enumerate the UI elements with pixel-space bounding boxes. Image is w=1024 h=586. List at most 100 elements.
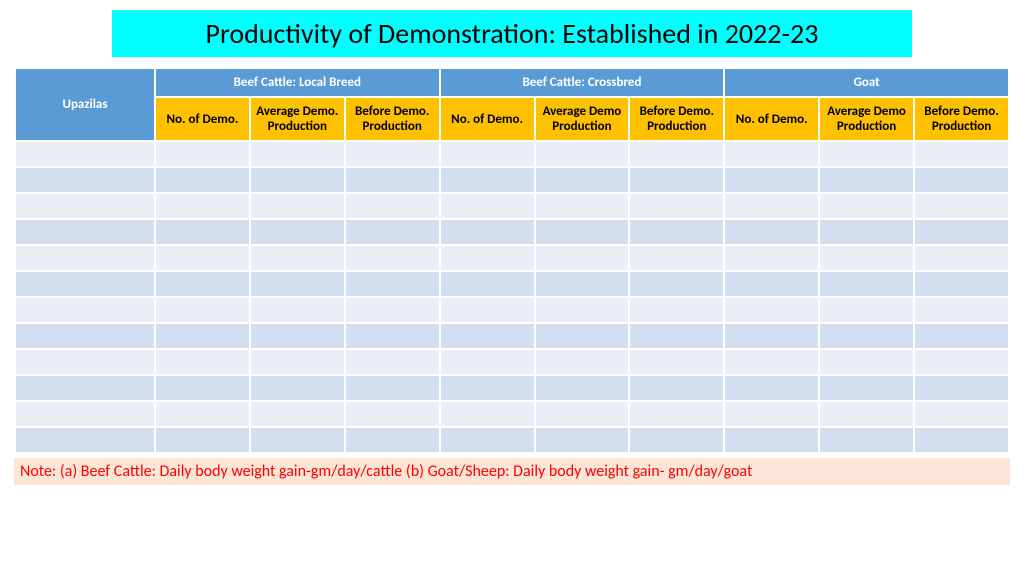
table-cell bbox=[724, 427, 819, 453]
table-cell bbox=[535, 375, 630, 401]
table-row bbox=[15, 401, 1009, 427]
table-cell bbox=[155, 375, 250, 401]
table-cell bbox=[914, 193, 1009, 219]
table-cell bbox=[914, 297, 1009, 323]
table-cell bbox=[535, 141, 630, 167]
table-cell bbox=[535, 219, 630, 245]
sub-avg-1: Average Demo. Production bbox=[250, 97, 345, 141]
table-cell bbox=[819, 271, 914, 297]
table-cell bbox=[345, 349, 440, 375]
table-cell bbox=[345, 401, 440, 427]
table-cell bbox=[440, 167, 535, 193]
table-row bbox=[15, 375, 1009, 401]
table-cell bbox=[724, 271, 819, 297]
table-cell bbox=[155, 297, 250, 323]
header-row-1: Upazilas Beef Cattle: Local Breed Beef C… bbox=[15, 68, 1009, 97]
table-row bbox=[15, 141, 1009, 167]
table-cell bbox=[535, 193, 630, 219]
table-cell bbox=[535, 427, 630, 453]
table-cell bbox=[345, 427, 440, 453]
sub-no-demo-3: No. of Demo. bbox=[724, 97, 819, 141]
table-cell bbox=[914, 271, 1009, 297]
productivity-table: Upazilas Beef Cattle: Local Breed Beef C… bbox=[14, 67, 1010, 454]
table-cell bbox=[914, 219, 1009, 245]
col-group-local: Beef Cattle: Local Breed bbox=[155, 68, 440, 97]
title-bar: Productivity of Demonstration: Establish… bbox=[112, 10, 912, 57]
table-cell bbox=[914, 245, 1009, 271]
sub-no-demo-2: No. of Demo. bbox=[440, 97, 535, 141]
table-cell bbox=[345, 219, 440, 245]
table-cell bbox=[155, 401, 250, 427]
table-row bbox=[15, 349, 1009, 375]
table-cell bbox=[440, 297, 535, 323]
table-cell bbox=[535, 297, 630, 323]
table-cell bbox=[914, 167, 1009, 193]
table-cell bbox=[15, 167, 155, 193]
table-cell bbox=[15, 141, 155, 167]
table-cell bbox=[440, 219, 535, 245]
table-cell bbox=[15, 245, 155, 271]
table-cell bbox=[914, 375, 1009, 401]
table-cell bbox=[440, 401, 535, 427]
table-row bbox=[15, 193, 1009, 219]
table-cell bbox=[724, 349, 819, 375]
table-cell bbox=[819, 141, 914, 167]
table-cell bbox=[440, 323, 535, 349]
table-cell bbox=[345, 323, 440, 349]
table-cell bbox=[155, 323, 250, 349]
table-cell bbox=[155, 349, 250, 375]
table-cell bbox=[629, 323, 724, 349]
table-cell bbox=[440, 245, 535, 271]
table-cell bbox=[15, 375, 155, 401]
table-cell bbox=[250, 219, 345, 245]
table-cell bbox=[724, 167, 819, 193]
col-group-crossbred: Beef Cattle: Crossbred bbox=[440, 68, 725, 97]
footer-note: Note: (a) Beef Cattle: Daily body weight… bbox=[14, 458, 1010, 485]
table-cell bbox=[440, 349, 535, 375]
sub-avg-3: Average Demo Production bbox=[819, 97, 914, 141]
table-cell bbox=[724, 245, 819, 271]
table-cell bbox=[250, 323, 345, 349]
table-cell bbox=[15, 193, 155, 219]
table-cell bbox=[15, 401, 155, 427]
table-cell bbox=[724, 297, 819, 323]
table-cell bbox=[155, 219, 250, 245]
table-row bbox=[15, 219, 1009, 245]
table-cell bbox=[155, 193, 250, 219]
sub-before-2: Before Demo. Production bbox=[629, 97, 724, 141]
col-upazilas: Upazilas bbox=[15, 68, 155, 141]
table-cell bbox=[250, 245, 345, 271]
table-row bbox=[15, 271, 1009, 297]
table-cell bbox=[345, 141, 440, 167]
table-cell bbox=[629, 141, 724, 167]
table-cell bbox=[155, 167, 250, 193]
table-cell bbox=[724, 375, 819, 401]
table-cell bbox=[629, 375, 724, 401]
table-cell bbox=[250, 401, 345, 427]
table-cell bbox=[629, 297, 724, 323]
sub-no-demo-1: No. of Demo. bbox=[155, 97, 250, 141]
table-cell bbox=[629, 245, 724, 271]
header-row-2: No. of Demo. Average Demo. Production Be… bbox=[15, 97, 1009, 141]
table-row bbox=[15, 297, 1009, 323]
table-cell bbox=[819, 167, 914, 193]
table-cell bbox=[535, 167, 630, 193]
table-cell bbox=[250, 271, 345, 297]
table-cell bbox=[819, 427, 914, 453]
sub-before-1: Before Demo. Production bbox=[345, 97, 440, 141]
table-cell bbox=[629, 193, 724, 219]
table-cell bbox=[819, 245, 914, 271]
table-cell bbox=[440, 427, 535, 453]
table-cell bbox=[914, 141, 1009, 167]
table-body bbox=[15, 141, 1009, 453]
table-cell bbox=[629, 271, 724, 297]
table-cell bbox=[819, 323, 914, 349]
table-cell bbox=[440, 193, 535, 219]
table-row bbox=[15, 245, 1009, 271]
table-cell bbox=[629, 349, 724, 375]
table-cell bbox=[629, 427, 724, 453]
table-cell bbox=[819, 375, 914, 401]
table-row bbox=[15, 427, 1009, 453]
table-cell bbox=[629, 167, 724, 193]
table-cell bbox=[250, 427, 345, 453]
